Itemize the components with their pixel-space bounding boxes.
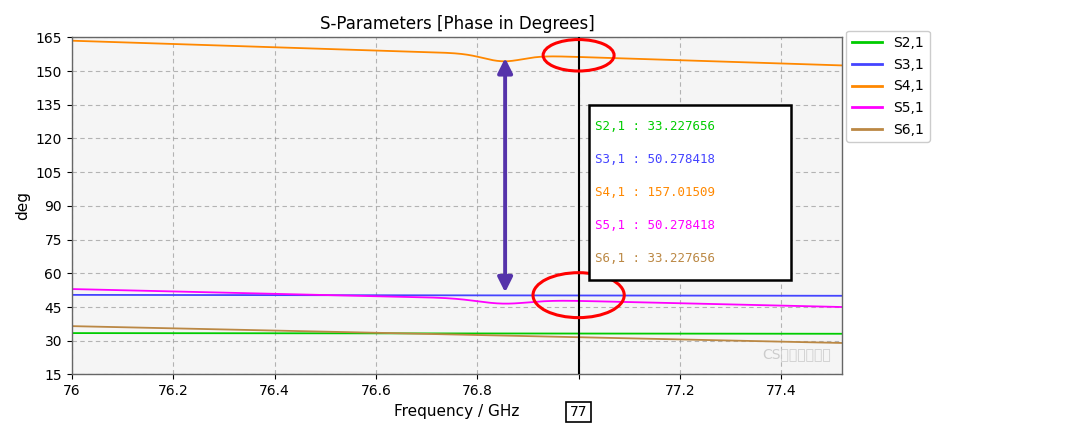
Text: S2,1 : 33.227656: S2,1 : 33.227656 <box>595 120 715 133</box>
Text: S3,1 : 50.278418: S3,1 : 50.278418 <box>595 153 715 166</box>
S2,1 <box>513 331 526 336</box>
S6,1 <box>65 323 78 329</box>
S5,1 <box>513 300 526 306</box>
S4,1 <box>729 59 742 65</box>
S6,1 <box>513 333 526 339</box>
S5,1 <box>65 286 78 292</box>
Line: S5,1: S5,1 <box>71 289 842 307</box>
Y-axis label: deg: deg <box>15 191 30 220</box>
S2,1 <box>532 331 545 336</box>
S2,1 <box>65 330 78 335</box>
Text: S6,1 : 33.227656: S6,1 : 33.227656 <box>595 252 715 265</box>
Text: S5,1 : 50.278418: S5,1 : 50.278418 <box>595 219 715 232</box>
S3,1 <box>532 293 545 298</box>
Line: S2,1: S2,1 <box>71 333 842 334</box>
X-axis label: Frequency / GHz: Frequency / GHz <box>394 404 519 419</box>
S5,1 <box>649 300 662 305</box>
S6,1 <box>112 325 125 330</box>
S3,1 <box>556 293 569 298</box>
S2,1 <box>112 331 125 336</box>
S6,1 <box>556 334 569 339</box>
S5,1 <box>556 298 569 303</box>
S4,1 <box>649 57 662 62</box>
S4,1 <box>65 38 78 43</box>
S4,1 <box>112 39 125 45</box>
S6,1 <box>532 334 545 339</box>
S5,1 <box>532 299 545 304</box>
S3,1 <box>649 293 662 298</box>
S3,1 <box>729 293 742 298</box>
Line: S4,1: S4,1 <box>71 41 842 66</box>
Title: S-Parameters [Phase in Degrees]: S-Parameters [Phase in Degrees] <box>320 15 594 33</box>
S5,1 <box>729 302 742 307</box>
S6,1 <box>649 336 662 342</box>
S2,1 <box>729 331 742 336</box>
S5,1 <box>836 304 849 309</box>
S2,1 <box>649 331 662 336</box>
S2,1 <box>556 331 569 336</box>
Text: 77: 77 <box>570 405 588 419</box>
S3,1 <box>65 292 78 297</box>
S2,1 <box>836 331 849 336</box>
S3,1 <box>836 293 849 299</box>
S3,1 <box>513 293 526 298</box>
Text: S4,1 : 157.01509: S4,1 : 157.01509 <box>595 186 715 199</box>
S6,1 <box>729 338 742 343</box>
S6,1 <box>836 340 849 345</box>
S4,1 <box>556 54 569 59</box>
S5,1 <box>112 288 125 293</box>
S4,1 <box>513 57 526 62</box>
Bar <box>589 105 792 280</box>
Line: S6,1: S6,1 <box>71 326 842 343</box>
S4,1 <box>532 54 545 59</box>
S4,1 <box>836 63 849 68</box>
Legend: S2,1, S3,1, S4,1, S5,1, S6,1: S2,1, S3,1, S4,1, S5,1, S6,1 <box>846 30 930 142</box>
S3,1 <box>112 293 125 298</box>
Text: CS仿真专家之路: CS仿真专家之路 <box>761 347 831 361</box>
Line: S3,1: S3,1 <box>71 295 842 296</box>
